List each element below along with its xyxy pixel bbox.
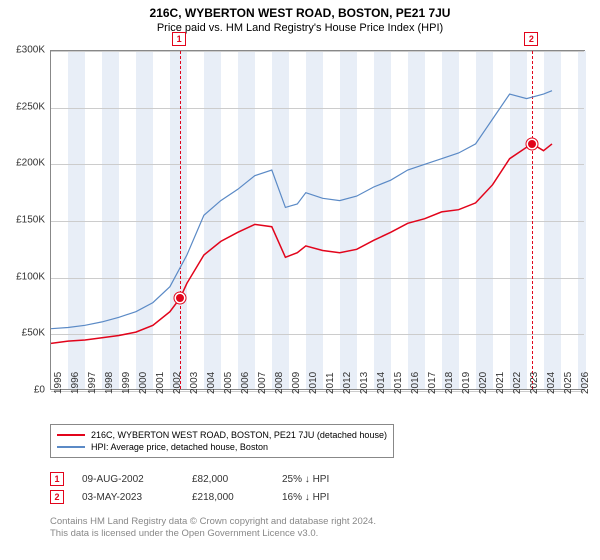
transaction-marker: 1 (172, 32, 186, 46)
x-tick-label: 2018 (444, 372, 455, 394)
x-tick-label: 2010 (308, 372, 319, 394)
line-series-svg (51, 51, 586, 391)
x-tick-label: 1999 (121, 372, 132, 394)
series-hpi (51, 91, 552, 329)
x-tick-label: 2014 (376, 372, 387, 394)
x-tick-label: 1998 (104, 372, 115, 394)
x-tick-label: 2020 (478, 372, 489, 394)
x-tick-label: 2005 (223, 372, 234, 394)
x-tick-label: 2026 (580, 372, 591, 394)
x-tick-label: 2006 (240, 372, 251, 394)
x-tick-label: 2024 (546, 372, 557, 394)
y-tick-label: £200K (16, 158, 45, 169)
x-tick-label: 2003 (189, 372, 200, 394)
legend-item: HPI: Average price, detached house, Bost… (57, 441, 387, 453)
event-price: £218,000 (192, 492, 264, 503)
event-date: 09-AUG-2002 (82, 474, 174, 485)
series-property (51, 144, 552, 344)
footer-line2: This data is licensed under the Open Gov… (50, 528, 376, 540)
x-tick-label: 1995 (53, 372, 64, 394)
x-tick-label: 2012 (342, 372, 353, 394)
legend-label: HPI: Average price, detached house, Bost… (91, 442, 268, 452)
transaction-point (528, 140, 536, 148)
x-tick-label: 2002 (172, 372, 183, 394)
y-tick-label: £50K (22, 328, 45, 339)
y-tick-label: £0 (34, 385, 45, 396)
chart-area: £0£50K£100K£150K£200K£250K£300K 19951996… (50, 50, 585, 390)
footer-line1: Contains HM Land Registry data © Crown c… (50, 516, 376, 528)
event-delta: 25% ↓ HPI (282, 474, 372, 485)
event-row: 1 09-AUG-2002 £82,000 25% ↓ HPI (50, 470, 372, 488)
y-tick-label: £300K (16, 45, 45, 56)
x-tick-label: 1997 (87, 372, 98, 394)
x-tick-label: 2021 (495, 372, 506, 394)
legend-swatch (57, 446, 85, 447)
event-row: 2 03-MAY-2023 £218,000 16% ↓ HPI (50, 488, 372, 506)
y-tick-label: £150K (16, 215, 45, 226)
footer-attribution: Contains HM Land Registry data © Crown c… (50, 516, 376, 541)
event-marker: 1 (50, 472, 64, 486)
event-date: 03-MAY-2023 (82, 492, 174, 503)
x-tick-label: 2025 (563, 372, 574, 394)
x-tick-label: 2009 (291, 372, 302, 394)
x-tick-label: 2001 (155, 372, 166, 394)
x-tick-label: 2000 (138, 372, 149, 394)
y-tick-label: £100K (16, 271, 45, 282)
x-tick-label: 2004 (206, 372, 217, 394)
x-tick-label: 2015 (393, 372, 404, 394)
legend-swatch (57, 434, 85, 436)
chart-container: 216C, WYBERTON WEST ROAD, BOSTON, PE21 7… (0, 0, 600, 560)
x-tick-label: 2022 (512, 372, 523, 394)
event-delta: 16% ↓ HPI (282, 492, 372, 503)
y-tick-label: £250K (16, 101, 45, 112)
plot-region (50, 50, 585, 390)
events-table: 1 09-AUG-2002 £82,000 25% ↓ HPI 2 03-MAY-2023… (50, 470, 372, 506)
transaction-marker: 2 (524, 32, 538, 46)
legend-box: 216C, WYBERTON WEST ROAD, BOSTON, PE21 7… (50, 424, 394, 458)
x-tick-label: 2011 (325, 372, 336, 394)
x-tick-label: 2017 (427, 372, 438, 394)
x-tick-label: 1996 (70, 372, 81, 394)
transaction-point (176, 294, 184, 302)
x-tick-label: 2007 (257, 372, 268, 394)
chart-subtitle: Price paid vs. HM Land Registry's House … (0, 20, 600, 34)
legend-label: 216C, WYBERTON WEST ROAD, BOSTON, PE21 7… (91, 430, 387, 440)
x-tick-label: 2008 (274, 372, 285, 394)
x-tick-label: 2016 (410, 372, 421, 394)
legend-item: 216C, WYBERTON WEST ROAD, BOSTON, PE21 7… (57, 429, 387, 441)
event-price: £82,000 (192, 474, 264, 485)
x-tick-label: 2023 (529, 372, 540, 394)
x-tick-label: 2013 (359, 372, 370, 394)
event-marker: 2 (50, 490, 64, 504)
x-tick-label: 2019 (461, 372, 472, 394)
chart-title: 216C, WYBERTON WEST ROAD, BOSTON, PE21 7… (0, 0, 600, 20)
